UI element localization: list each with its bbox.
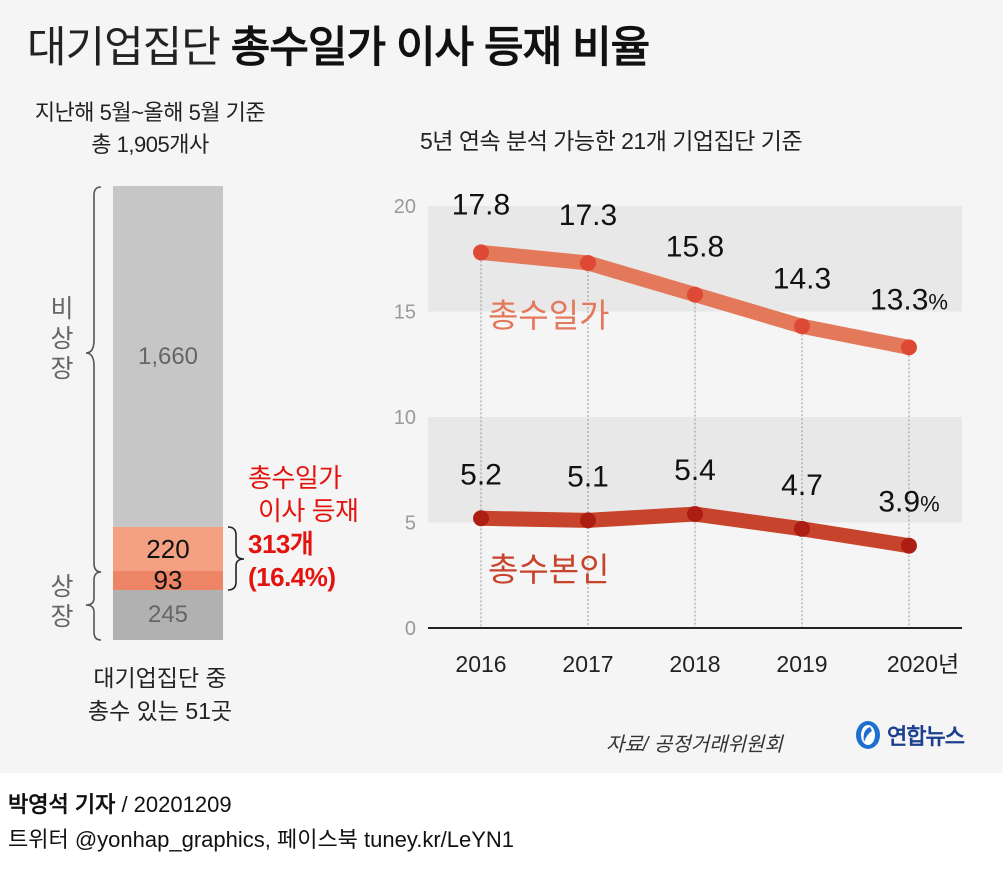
bar-caption: 대기업집단 중 총수 있는 51곳 bbox=[40, 662, 280, 728]
bar-segment-non-listed-other: 1,660 bbox=[113, 186, 223, 527]
page-title: 대기업집단 총수일가 이사 등재 비율 bbox=[27, 22, 650, 74]
data-label: 5.1 bbox=[567, 460, 609, 493]
bar-segment-non-listed-family: 220 bbox=[113, 527, 223, 571]
non-listed-label: 비 상 장 bbox=[47, 294, 77, 384]
family-director-brace bbox=[227, 526, 245, 591]
data-label: 5.4 bbox=[674, 454, 716, 487]
source-credit: 자료/ 공정거래위원회 bbox=[606, 734, 783, 756]
bar-value-220: 220 bbox=[146, 533, 190, 564]
data-point bbox=[687, 286, 703, 303]
non-listed-brace bbox=[85, 186, 102, 573]
bar-caption-line1: 대기업집단 중 bbox=[93, 665, 227, 691]
data-label: 3.9% bbox=[878, 486, 939, 519]
unit-suffix: % bbox=[928, 289, 948, 314]
data-label: 17.3 bbox=[559, 199, 617, 232]
listed-char: 상 bbox=[50, 573, 74, 601]
annotation-percent: (16.4%) bbox=[248, 562, 336, 592]
x-tick-label: 2018 bbox=[669, 651, 720, 677]
shaded-band bbox=[428, 417, 962, 523]
y-tick-label: 15 bbox=[394, 302, 416, 324]
left-subtitle-line1: 지난해 5월~올해 5월 기준 bbox=[34, 100, 266, 125]
title-bold: 총수일가 이사 등재 비율 bbox=[230, 24, 650, 72]
y-tick-label: 20 bbox=[394, 196, 416, 218]
non-listed-char: 비 bbox=[50, 295, 74, 323]
x-tick-label: 2020년 bbox=[887, 651, 959, 677]
reporter-name: 박영석 기자 bbox=[8, 792, 116, 817]
annotation-line1: 총수일가 bbox=[248, 463, 342, 493]
non-listed-char: 장 bbox=[50, 355, 74, 383]
series-owner: 5.2 5.1 5.4 4.7 3.9% 총수본인 bbox=[460, 454, 940, 588]
bar-segment-listed-other: 245 bbox=[113, 590, 223, 640]
data-point bbox=[473, 510, 489, 527]
data-point bbox=[473, 244, 489, 261]
listed-char: 장 bbox=[50, 603, 74, 631]
bar-value-245: 245 bbox=[147, 601, 189, 628]
data-point bbox=[901, 537, 917, 554]
left-subtitle-line2: 총 1,905개사 bbox=[91, 132, 209, 157]
x-tick-label: 2016 bbox=[455, 651, 506, 677]
data-point bbox=[580, 512, 596, 529]
unit-suffix: % bbox=[920, 492, 940, 517]
yonhap-logo-icon bbox=[856, 721, 880, 749]
yonhap-logo: 연합뉴스 bbox=[853, 719, 965, 751]
yonhap-logo-text: 연합뉴스 bbox=[887, 724, 965, 749]
social-links: 트위터 @yonhap_graphics, 페이스북 tuney.kr/LeYN… bbox=[8, 827, 515, 852]
y-tick-label: 10 bbox=[394, 407, 416, 429]
x-tick-label: 2017 bbox=[562, 651, 613, 677]
data-point bbox=[794, 520, 810, 537]
right-subtitle: 5년 연속 분석 가능한 21개 기업집단 기준 bbox=[420, 128, 803, 154]
data-label: 13.3% bbox=[870, 283, 948, 316]
family-director-annotation: 총수일가 이사 등재 313개 (16.4%) bbox=[248, 462, 359, 594]
series-family: 17.8 17.3 15.8 14.3 13.3% 총수일가 bbox=[452, 188, 948, 356]
non-listed-char: 상 bbox=[50, 325, 74, 353]
publish-date: / 20201209 bbox=[121, 792, 232, 817]
data-point bbox=[580, 254, 596, 271]
listed-brace bbox=[85, 571, 102, 641]
data-label: 4.7 bbox=[781, 469, 823, 502]
data-label: 17.8 bbox=[452, 188, 510, 221]
data-point bbox=[687, 506, 703, 523]
data-point bbox=[901, 339, 917, 356]
data-point bbox=[794, 318, 810, 335]
title-light: 대기업집단 bbox=[27, 24, 221, 72]
data-label: 5.2 bbox=[460, 458, 502, 491]
bar-braces bbox=[85, 186, 245, 641]
bar-value-1660: 1,660 bbox=[137, 342, 199, 370]
reporter-credit: 박영석 기자 / 20201209 bbox=[8, 787, 232, 819]
y-tick-label: 5 bbox=[405, 513, 416, 535]
x-tick-label: 2019 bbox=[776, 651, 827, 677]
data-label: 14.3 bbox=[773, 262, 831, 295]
bar-caption-line2: 총수 있는 51곳 bbox=[87, 698, 233, 724]
annotation-count: 313개 bbox=[248, 529, 314, 559]
annotation-line2: 이사 등재 bbox=[258, 496, 359, 526]
data-label: 15.8 bbox=[666, 231, 724, 264]
series-name-label: 총수본인 bbox=[488, 551, 609, 588]
series-name-label: 총수일가 bbox=[488, 297, 609, 334]
y-tick-label: 0 bbox=[405, 618, 416, 640]
listed-label: 상 장 bbox=[47, 572, 77, 632]
